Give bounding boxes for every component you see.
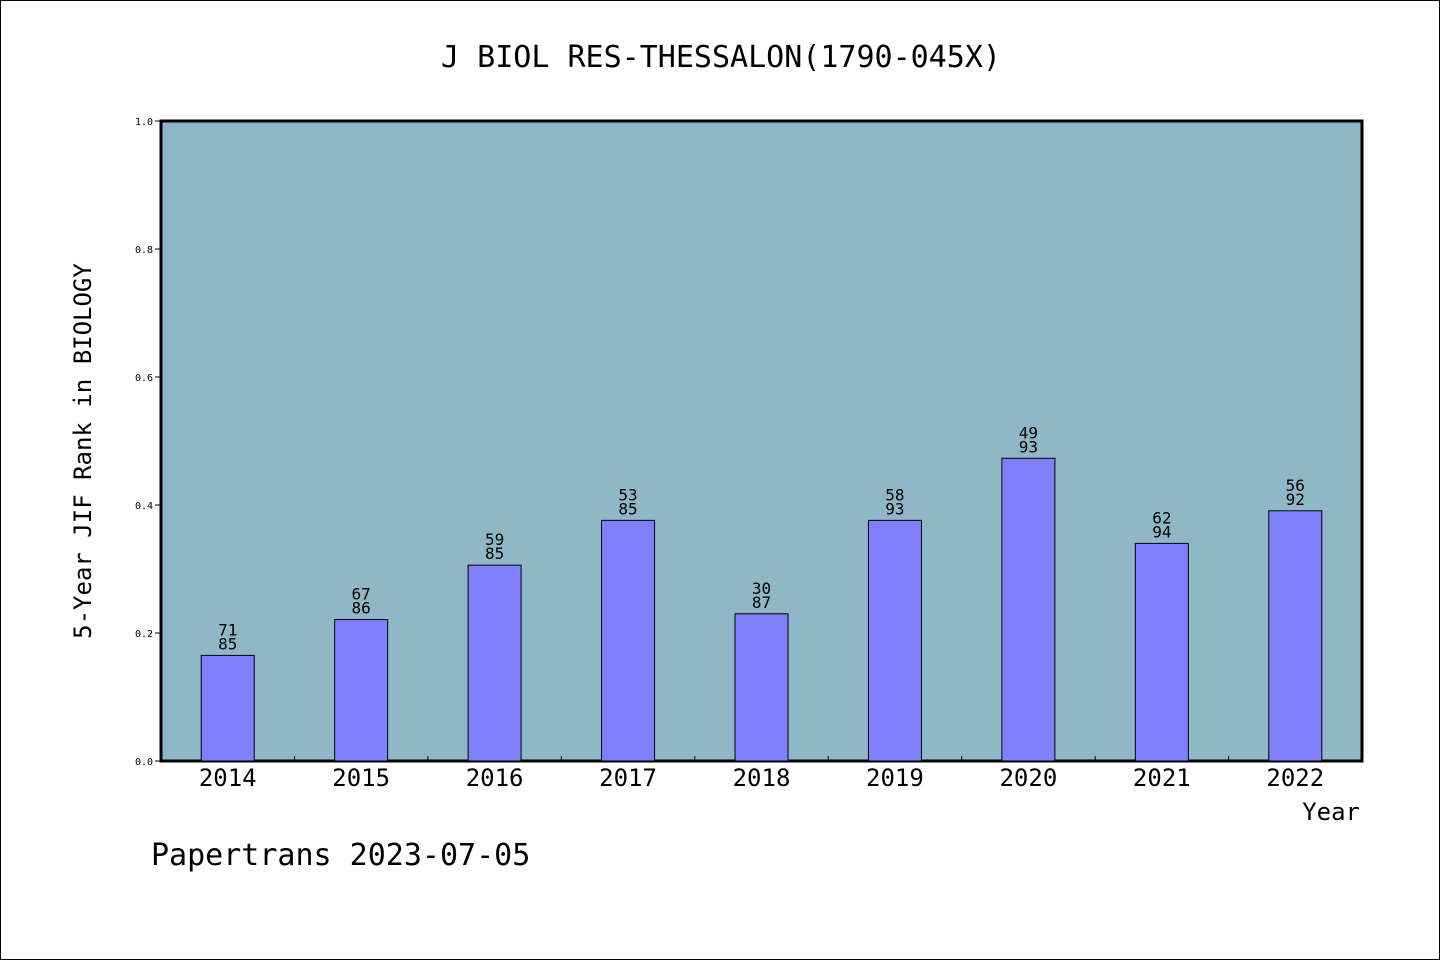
- y-tick-label: 0.6: [135, 373, 153, 384]
- bar-2020: [1001, 457, 1056, 762]
- x-tick-label: 2017: [599, 764, 657, 792]
- x-tick-label: 2014: [199, 764, 257, 792]
- bar-label-bottom: 85: [485, 544, 504, 563]
- x-axis-label: Year: [1302, 798, 1360, 826]
- bars: [200, 457, 1323, 762]
- bar-label-bottom: 86: [352, 599, 371, 618]
- bar-label-top: 67: [352, 585, 371, 604]
- bar-label-top: 71: [218, 620, 237, 639]
- bar-2018: [734, 613, 789, 762]
- bar-2015: [334, 619, 389, 762]
- bar-label-bottom: 87: [752, 593, 771, 612]
- x-tick-label: 2015: [332, 764, 390, 792]
- bar-2017: [601, 519, 656, 762]
- y-tick-label: 0.2: [135, 629, 153, 640]
- y-tick-label: 1.0: [135, 117, 153, 128]
- footer-credit: Papertrans 2023-07-05: [151, 838, 530, 873]
- bar-2021: [1134, 542, 1189, 762]
- bar-label-bottom: 92: [1286, 490, 1305, 509]
- x-tick-label: 2018: [733, 764, 791, 792]
- x-tick-label: 2021: [1133, 764, 1191, 792]
- bar-label-bottom: 85: [218, 634, 237, 653]
- bar-2014: [200, 654, 255, 762]
- bar-2016: [467, 564, 522, 762]
- bar-label-top: 53: [618, 485, 637, 504]
- bar-2022: [1268, 510, 1323, 762]
- bar-label-bottom: 93: [885, 499, 904, 518]
- bar-label-top: 59: [485, 530, 504, 549]
- bar-2019: [867, 519, 922, 762]
- bar-label-top: 58: [885, 485, 904, 504]
- bar-label-top: 30: [752, 579, 771, 598]
- bar-label-bottom: 85: [618, 499, 637, 518]
- chart-title: J BIOL RES-THESSALON(1790-045X): [441, 40, 1001, 75]
- x-tick-label: 2016: [466, 764, 524, 792]
- bar-label-top: 62: [1152, 508, 1171, 527]
- bar-label-bottom: 94: [1152, 522, 1171, 541]
- x-tick-label: 2022: [1266, 764, 1324, 792]
- bar-label-top: 56: [1286, 476, 1305, 495]
- y-tick-label: 0.4: [135, 501, 153, 512]
- y-tick-label: 0.0: [135, 757, 153, 768]
- x-axis-ticks: 2014 2015 2016 2017 2018 2019 2020 2021 2022: [199, 756, 1324, 792]
- y-axis-ticks: 0.0 0.2 0.4 0.6 0.8 1.0: [135, 117, 161, 768]
- x-tick-label: 2019: [866, 764, 924, 792]
- y-tick-label: 0.8: [135, 245, 153, 256]
- x-tick-label: 2020: [999, 764, 1057, 792]
- y-axis-label: 5-Year JIF Rank in BIOLOGY: [69, 263, 97, 639]
- bar-label-top: 49: [1019, 423, 1038, 442]
- bar-label-bottom: 93: [1019, 437, 1038, 456]
